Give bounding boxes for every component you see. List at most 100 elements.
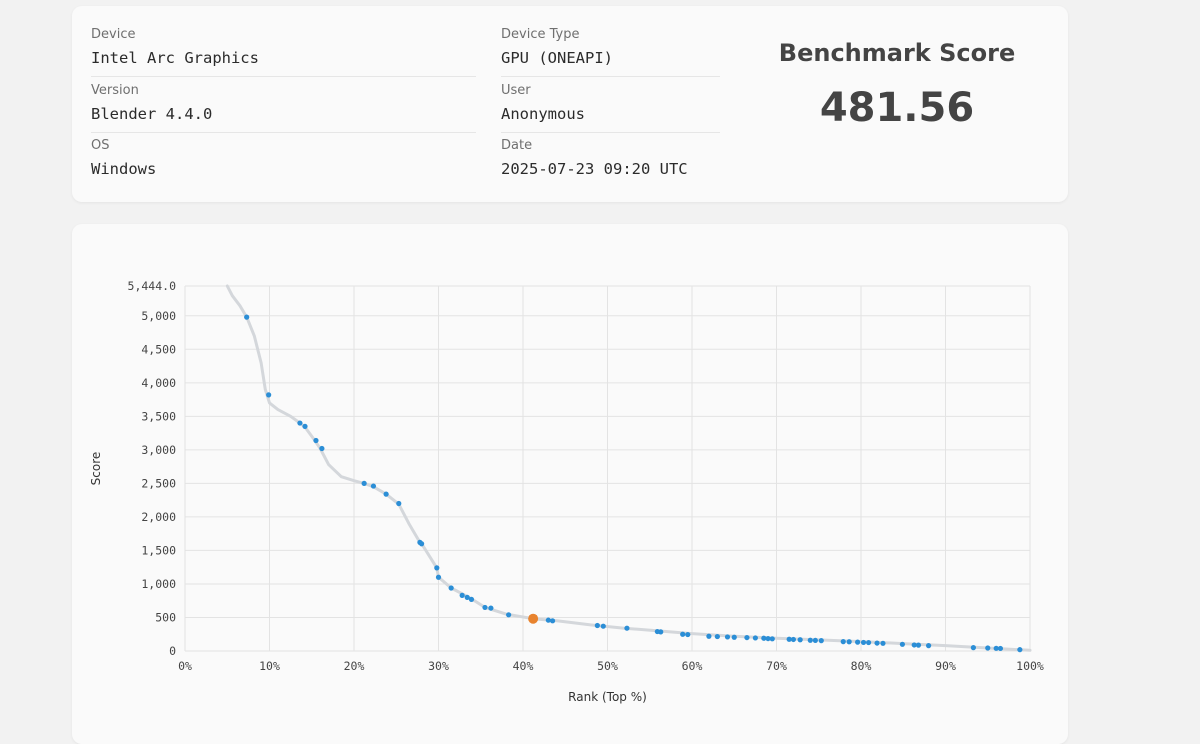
data-point xyxy=(361,480,367,486)
data-point xyxy=(302,423,308,429)
data-points xyxy=(244,314,1023,653)
x-tick-label: 100% xyxy=(1016,659,1044,673)
data-point xyxy=(545,617,551,623)
data-point xyxy=(370,483,377,489)
data-point xyxy=(658,629,664,635)
y-tick-label: 5,444.0 xyxy=(128,279,177,293)
data-point xyxy=(911,642,917,648)
x-tick-label: 80% xyxy=(851,659,872,673)
data-point xyxy=(435,574,442,580)
data-point xyxy=(685,631,691,638)
data-point xyxy=(319,445,325,452)
data-point xyxy=(993,645,999,651)
device-value: Intel Arc Graphics xyxy=(91,49,259,67)
device-type-field: Device Type GPU (ONEAPI) xyxy=(501,26,613,68)
data-point xyxy=(266,392,272,398)
data-point xyxy=(840,639,846,645)
curve-line xyxy=(225,284,1032,652)
data-point xyxy=(448,585,454,591)
divider xyxy=(501,76,720,77)
data-point xyxy=(812,637,818,644)
data-point xyxy=(997,645,1004,652)
grid xyxy=(184,285,1031,652)
data-point xyxy=(744,634,750,641)
data-point xyxy=(594,622,600,629)
data-point xyxy=(818,638,824,644)
data-point xyxy=(313,437,319,444)
highlight-point xyxy=(528,613,539,624)
data-point xyxy=(846,639,852,645)
data-point xyxy=(899,641,906,647)
tick-labels: 0% 10% 20% 30% 40% 50% 60% 70% 80% 90% 100% 0 500 1,0… xyxy=(128,279,1044,673)
x-tick-label: 90% xyxy=(935,659,956,673)
y-tick-label: 5,000 xyxy=(141,309,176,323)
data-point xyxy=(297,420,303,426)
x-tick-label: 70% xyxy=(766,659,787,673)
y-tick-label: 2,500 xyxy=(141,476,176,490)
data-point xyxy=(600,623,606,629)
data-point xyxy=(874,640,880,646)
date-value: 2025-07-23 09:20 UTC xyxy=(501,160,688,178)
data-point xyxy=(915,642,922,648)
user-field: User Anonymous xyxy=(501,82,585,124)
y-tick-label: 500 xyxy=(155,610,176,624)
version-field: Version Blender 4.4.0 xyxy=(91,82,212,124)
benchmark-score-value: 481.56 xyxy=(819,85,975,131)
data-point xyxy=(459,592,465,598)
benchmark-score-title: Benchmark Score xyxy=(778,39,1016,67)
data-point xyxy=(752,635,758,641)
x-axis-title: Rank (Top %) xyxy=(568,690,647,704)
data-point xyxy=(970,645,976,651)
data-point xyxy=(797,637,803,643)
data-point xyxy=(506,612,512,618)
x-tick-label: 20% xyxy=(344,659,365,673)
date-label: Date xyxy=(501,138,533,153)
data-point xyxy=(985,645,991,651)
data-point xyxy=(855,639,861,645)
data-point xyxy=(1017,647,1023,653)
y-tick-label: 4,500 xyxy=(141,342,176,356)
divider xyxy=(91,76,476,77)
data-point xyxy=(790,636,797,643)
data-point xyxy=(880,640,886,646)
data-point xyxy=(724,634,731,640)
device-label: Device xyxy=(91,27,136,42)
device-info-card: Device Intel Arc Graphics Version Blende… xyxy=(72,6,1068,202)
y-tick-label: 2,000 xyxy=(141,510,176,524)
y-tick-label: 1,000 xyxy=(141,577,176,591)
data-point xyxy=(488,605,494,611)
device-type-value: GPU (ONEAPI) xyxy=(501,49,613,67)
x-tick-label: 30% xyxy=(428,659,449,673)
data-point xyxy=(860,639,867,646)
data-point xyxy=(786,636,792,642)
highlight-layer xyxy=(528,613,539,624)
data-point xyxy=(434,565,440,571)
x-tick-label: 10% xyxy=(259,659,280,673)
distribution-curve xyxy=(225,284,1032,652)
data-point xyxy=(383,491,389,497)
data-point xyxy=(731,634,737,640)
date-field: Date 2025-07-23 09:20 UTC xyxy=(501,137,688,179)
data-point xyxy=(464,594,470,600)
x-tick-label: 0% xyxy=(178,659,192,673)
data-point xyxy=(468,596,475,602)
y-tick-label: 3,000 xyxy=(141,443,176,457)
y-tick-label: 0 xyxy=(169,644,176,658)
os-value: Windows xyxy=(91,160,157,178)
x-tick-label: 60% xyxy=(682,659,703,673)
data-point xyxy=(482,604,488,611)
y-tick-label: 3,500 xyxy=(141,409,176,423)
data-point xyxy=(866,639,872,646)
x-tick-label: 50% xyxy=(597,659,618,673)
divider xyxy=(91,132,476,133)
user-value: Anonymous xyxy=(501,105,585,123)
data-point xyxy=(769,636,775,642)
version-label: Version xyxy=(91,83,139,98)
x-tick-label: 40% xyxy=(513,659,534,673)
device-field: Device Intel Arc Graphics xyxy=(91,26,259,68)
os-label: OS xyxy=(91,138,110,153)
data-point xyxy=(244,314,250,320)
y-tick-label: 4,000 xyxy=(141,376,176,390)
score-rank-chart: 0% 10% 20% 30% 40% 50% 60% 70% 80% 90% 100% 0 500 1,0… xyxy=(89,279,1044,704)
y-axis-title: Score xyxy=(89,452,103,486)
